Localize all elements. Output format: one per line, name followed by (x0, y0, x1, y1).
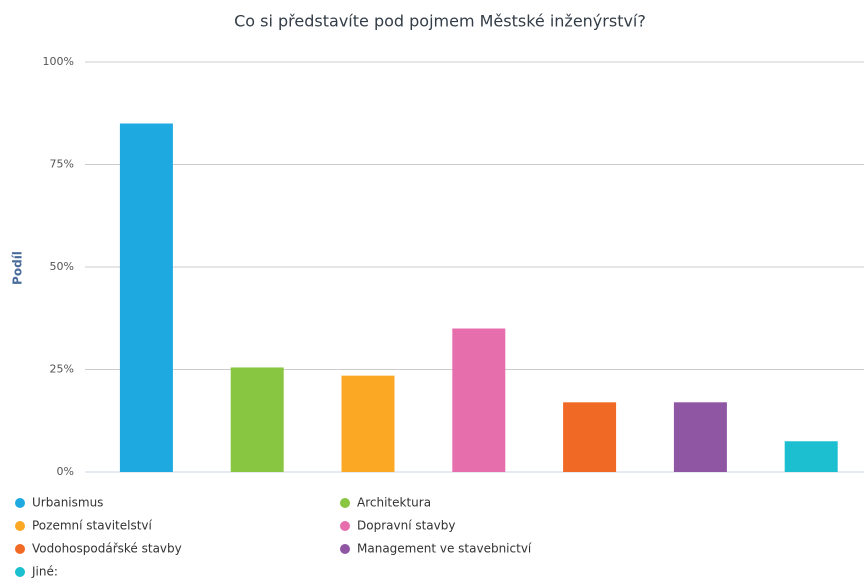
bar (119, 123, 173, 472)
legend-label: Urbanismus (32, 496, 103, 510)
bar (563, 402, 617, 472)
bar (452, 328, 506, 472)
legend-label: Pozemní stavitelství (32, 519, 153, 533)
bar (230, 367, 284, 472)
y-tick-label: 50% (50, 260, 74, 273)
legend-label: Architektura (357, 496, 431, 510)
legend-marker (15, 521, 25, 531)
y-tick-label: 75% (50, 158, 74, 171)
legend-marker (340, 521, 350, 531)
legend-label: Vodohospodářské stavby (32, 542, 182, 556)
legend-label: Management ve stavebnictví (357, 542, 532, 556)
legend-marker (340, 498, 350, 508)
legend-label: Dopravní stavby (357, 519, 455, 533)
legend-label: Jiné: (31, 565, 58, 579)
legend-marker (15, 498, 25, 508)
y-tick-label: 100% (43, 55, 74, 68)
legend-marker (340, 544, 350, 554)
bar (784, 441, 838, 472)
legend-marker (15, 567, 25, 577)
bar (673, 402, 727, 472)
chart-title: Co si představíte pod pojmem Městské inž… (234, 12, 646, 31)
y-axis-label: Podíl (11, 251, 25, 285)
bar (341, 375, 395, 472)
legend-marker (15, 544, 25, 554)
y-tick-label: 0% (57, 465, 74, 478)
y-tick-label: 25% (50, 363, 74, 376)
